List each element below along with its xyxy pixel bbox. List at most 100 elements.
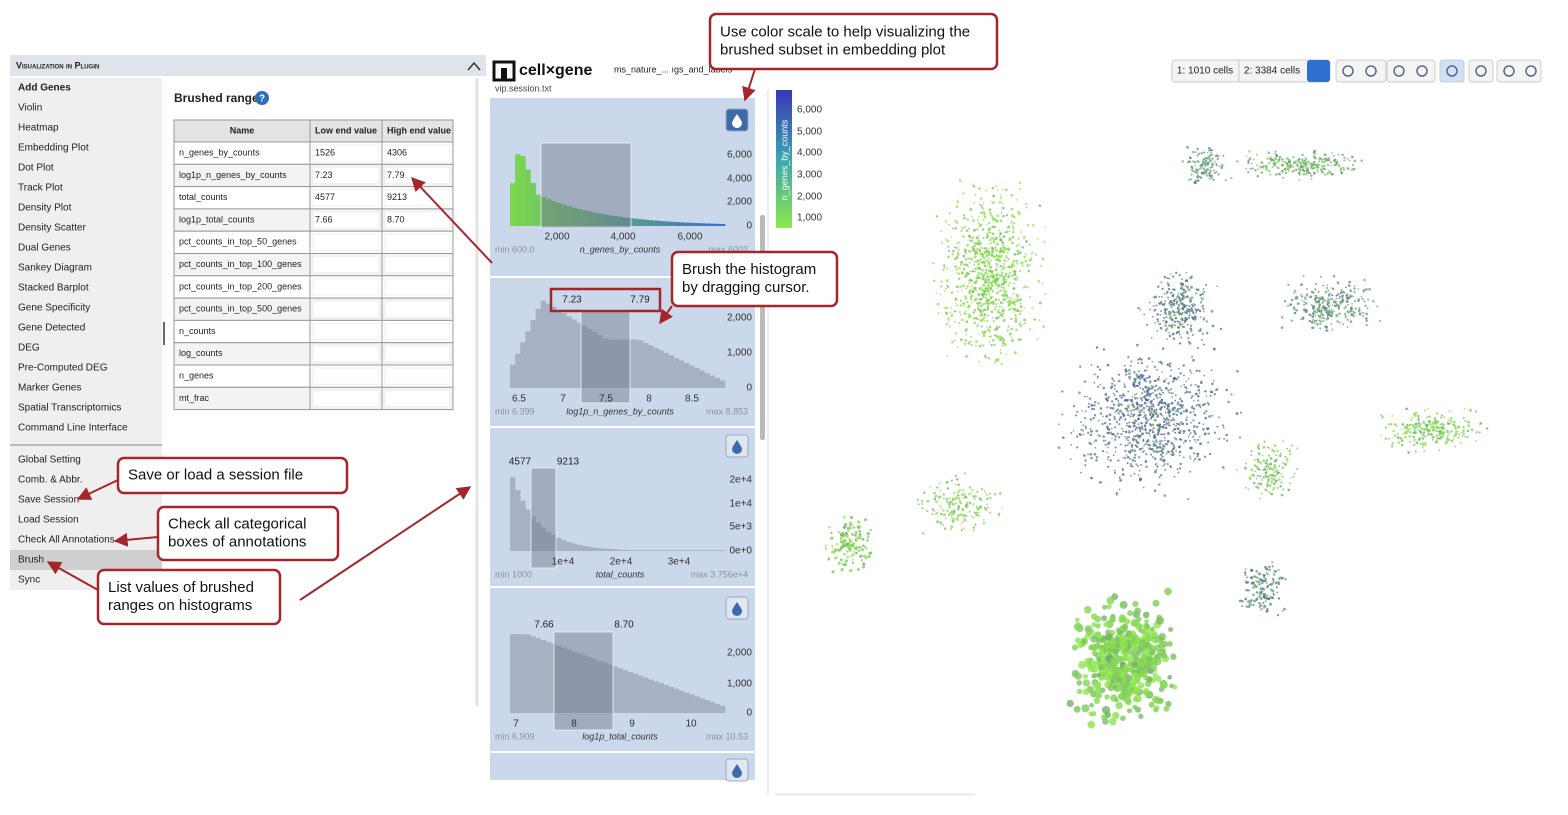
histogram-bar	[627, 218, 634, 226]
menu-item[interactable]: Brush	[18, 555, 44, 566]
menu-item[interactable]: Check All Annotations	[18, 535, 115, 546]
menu-item[interactable]: Violin	[18, 103, 42, 114]
cell-set-button[interactable]: 1: 1010 cells	[1177, 66, 1233, 77]
menu-item[interactable]: Comb. & Abbr.	[18, 475, 82, 486]
menu-bg	[10, 78, 162, 590]
cell-point	[1016, 277, 1019, 280]
help-icon[interactable]	[255, 91, 269, 105]
menu-item[interactable]: Dot Plot	[18, 163, 54, 174]
cell-point	[976, 323, 979, 326]
collapse-icon[interactable]	[467, 61, 481, 71]
cell-point	[921, 502, 924, 505]
cell-point	[1281, 171, 1284, 174]
cell-point	[948, 497, 951, 500]
cell-point	[1115, 390, 1118, 393]
cell-point	[1211, 162, 1215, 166]
cell-point	[955, 483, 957, 486]
menu-item[interactable]: Gene Specificity	[18, 303, 90, 314]
cell-point	[1161, 444, 1165, 447]
menu-item[interactable]: Density Plot	[18, 203, 72, 214]
cell-point	[1268, 583, 1271, 586]
cell-point	[961, 302, 964, 305]
cell-point	[1180, 421, 1183, 424]
menu-item[interactable]: Gene Detected	[18, 323, 85, 334]
cell-point	[1188, 288, 1191, 292]
cell-point	[1270, 467, 1273, 470]
cell-point	[1186, 323, 1189, 326]
cell-point	[1294, 297, 1298, 300]
menu-item[interactable]: Dual Genes	[18, 243, 71, 254]
cell-point	[1340, 172, 1343, 175]
cell-point	[1106, 427, 1109, 430]
cell-point	[1440, 416, 1442, 419]
menu-item[interactable]: Pre-Computed DEG	[18, 363, 108, 374]
cell-point	[1252, 474, 1255, 477]
cell-point	[1269, 157, 1273, 161]
cell-point	[1015, 276, 1018, 279]
cell-point	[1143, 411, 1146, 414]
menu-item[interactable]: DEG	[18, 343, 40, 354]
menu-item[interactable]: Embedding Plot	[18, 143, 89, 154]
menu-item[interactable]: Density Scatter	[18, 223, 86, 234]
cell-point	[1152, 405, 1155, 408]
cell-point	[951, 517, 954, 520]
menu-item[interactable]: Track Plot	[18, 183, 63, 194]
cell-point	[1446, 437, 1449, 441]
cell-point	[1180, 406, 1184, 409]
cell-point	[1336, 281, 1339, 284]
cell-point	[1187, 296, 1190, 299]
cell-point	[1146, 323, 1149, 326]
menu-item[interactable]: Global Setting	[18, 455, 81, 466]
cell-point	[1151, 360, 1154, 363]
cell-point	[1190, 316, 1194, 319]
cell-set-button[interactable]: 2: 3384 cells	[1244, 66, 1300, 77]
cell-point	[1259, 497, 1262, 500]
cell-point	[1409, 440, 1411, 443]
cell-point	[1141, 392, 1144, 395]
cell-point	[1005, 188, 1008, 192]
menu-item[interactable]: Marker Genes	[18, 383, 81, 394]
cell-point	[1313, 166, 1316, 169]
cell-point	[1265, 582, 1268, 584]
menu-item[interactable]: Command Line Interface	[18, 423, 128, 434]
cell-point	[978, 276, 982, 280]
cell-point	[999, 492, 1002, 495]
menu-item[interactable]: Load Session	[18, 515, 79, 526]
menu-item[interactable]: Save Session	[18, 495, 79, 506]
cell-point	[1188, 314, 1191, 316]
cell-point	[1315, 296, 1319, 299]
cell-point	[1270, 161, 1272, 163]
menu-item[interactable]: Spatial Transcriptomics	[18, 403, 121, 414]
cell-point	[1003, 276, 1007, 279]
cell-point	[1216, 285, 1219, 288]
callout-text: Brush the histogram	[682, 261, 816, 278]
cell-point	[985, 189, 988, 192]
cell-point	[1191, 405, 1194, 407]
menu-item[interactable]: Add Genes	[18, 83, 71, 94]
cell-point	[1164, 426, 1167, 429]
cell-point	[989, 211, 992, 215]
cell-point	[1184, 316, 1187, 320]
menu-item[interactable]: Sankey Diagram	[18, 263, 92, 274]
cell-point	[1104, 393, 1108, 397]
menu-item[interactable]: Stacked Barplot	[18, 283, 89, 294]
cell-point	[862, 562, 866, 566]
cell-point	[1164, 300, 1167, 303]
cell-point	[1189, 391, 1191, 393]
histogram-bar	[632, 218, 639, 226]
histogram-bar	[561, 647, 567, 713]
menu-item[interactable]: Sync	[18, 575, 40, 586]
cell-point	[1302, 161, 1306, 165]
cell-point	[855, 551, 858, 554]
cell-point	[1247, 171, 1250, 174]
cell-point	[1192, 460, 1195, 463]
cell-point	[1018, 312, 1022, 315]
cell-point	[1190, 285, 1193, 289]
cell-point	[1089, 452, 1093, 456]
cell-point	[1078, 391, 1081, 395]
menu-item[interactable]: Heatmap	[18, 123, 59, 134]
cell-point	[1194, 165, 1197, 167]
cell-point	[1281, 576, 1284, 580]
cell-point	[947, 285, 950, 288]
cell-point	[1003, 246, 1006, 249]
